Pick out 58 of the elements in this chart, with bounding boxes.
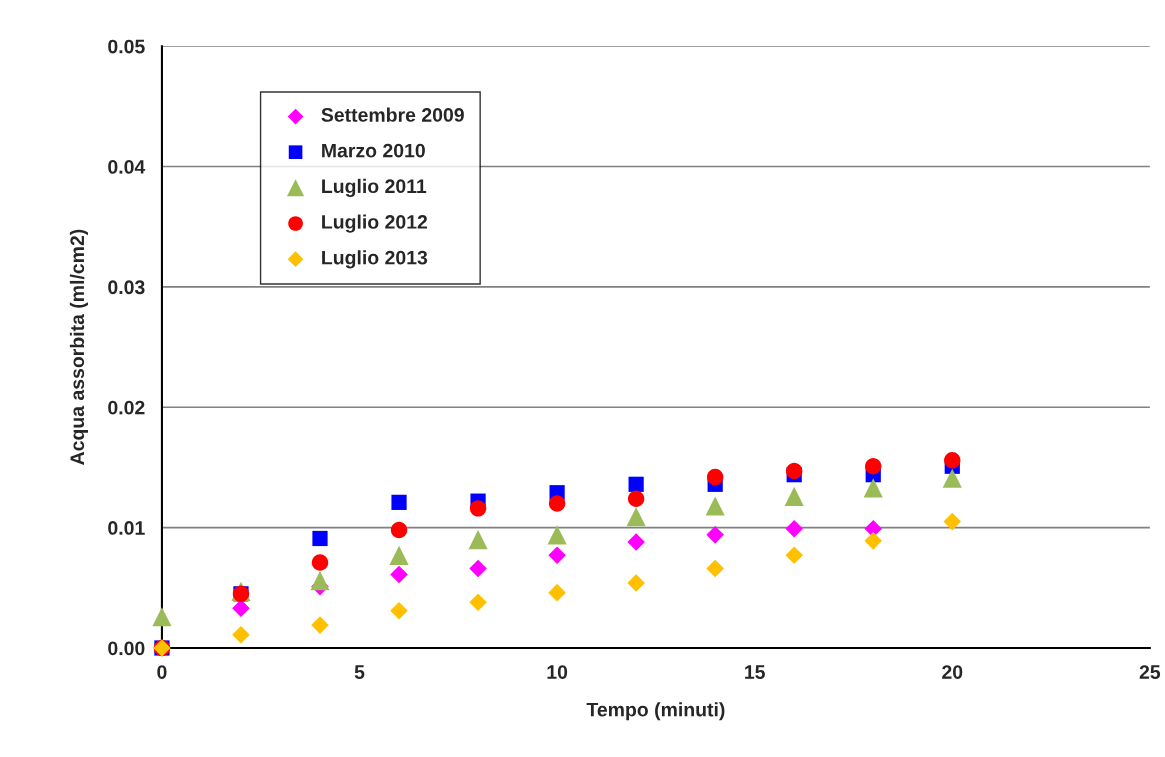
point [232, 599, 250, 618]
point [390, 521, 408, 539]
y-tick-label: 0.02 [108, 400, 145, 415]
y-tick-label: 0.00 [108, 641, 145, 656]
point [232, 625, 250, 644]
point [706, 468, 724, 486]
point [469, 593, 487, 612]
point [785, 546, 803, 565]
point [390, 565, 408, 584]
point [311, 554, 329, 571]
legend-label: Luglio 2012 [322, 214, 428, 233]
x-tick-label: 0 [157, 665, 167, 679]
legend-label: Settembre 2009 [321, 107, 464, 122]
y-tick-label: 0.05 [108, 39, 145, 54]
legend-label: Luglio 2013 [322, 250, 428, 269]
y-tick-label: 0.04 [108, 160, 146, 174]
point [706, 526, 724, 544]
point [389, 545, 409, 565]
x-tick-label: 5 [354, 665, 365, 679]
point [628, 476, 644, 492]
point [627, 574, 645, 592]
point [312, 530, 328, 547]
point [627, 533, 645, 551]
point [311, 616, 329, 634]
x-tick-label: 20 [942, 665, 963, 679]
point [152, 607, 172, 627]
point [469, 559, 487, 578]
point [310, 571, 330, 591]
point [706, 559, 724, 578]
point [943, 512, 962, 531]
point [942, 468, 962, 488]
point [468, 530, 488, 550]
x-tick-label: 15 [745, 665, 765, 679]
point [548, 546, 566, 565]
point [627, 490, 645, 507]
point [548, 583, 566, 602]
point [626, 507, 646, 527]
point [469, 500, 487, 517]
point [785, 520, 803, 538]
x-tick-label: 10 [547, 665, 568, 679]
point [863, 478, 883, 498]
legend-label: Marzo 2010 [322, 143, 425, 158]
point [865, 458, 882, 475]
point [864, 532, 883, 550]
legend-label: Luglio 2011 [322, 178, 427, 198]
point [547, 525, 567, 545]
point [784, 486, 804, 506]
x-tick-label: 25 [1139, 665, 1161, 679]
point [785, 462, 803, 480]
y-tick-label: 0.01 [108, 521, 145, 535]
point [390, 601, 408, 620]
point [705, 496, 725, 516]
y-tick-label: 0.03 [108, 280, 145, 295]
point [391, 494, 407, 510]
point [548, 495, 566, 512]
y-axis-title: Acqua assorbita (ml/cm2) [69, 229, 88, 465]
x-axis-title: Tempo (minuti) [586, 702, 725, 721]
point [944, 452, 961, 469]
